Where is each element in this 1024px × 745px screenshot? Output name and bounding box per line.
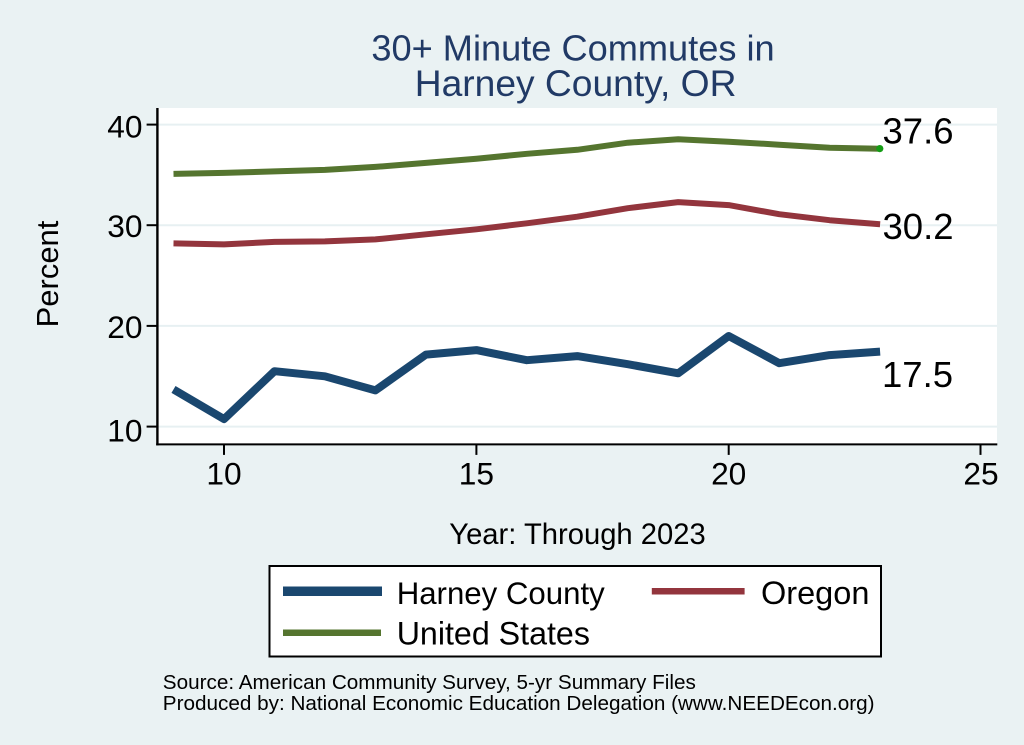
svg-text:37.6: 37.6 xyxy=(883,111,954,152)
svg-text:United States: United States xyxy=(397,616,590,652)
svg-text:Oregon: Oregon xyxy=(761,575,869,611)
svg-text:10: 10 xyxy=(206,455,241,491)
svg-text:10: 10 xyxy=(107,412,142,448)
svg-text:Harney County, OR: Harney County, OR xyxy=(415,62,737,104)
svg-text:Harney County: Harney County xyxy=(397,576,605,611)
svg-text:20: 20 xyxy=(107,309,142,345)
svg-text:30+ Minute Commutes in: 30+ Minute Commutes in xyxy=(371,27,774,68)
svg-text:17.5: 17.5 xyxy=(882,354,953,395)
svg-text:Percent: Percent xyxy=(30,220,65,327)
svg-text:Year: Through 2023: Year: Through 2023 xyxy=(449,519,705,551)
svg-text:20: 20 xyxy=(711,455,746,491)
svg-text:30: 30 xyxy=(107,208,142,244)
svg-text:40: 40 xyxy=(107,108,142,144)
svg-text:15: 15 xyxy=(459,455,494,491)
svg-text:25: 25 xyxy=(963,455,998,491)
svg-text:Produced by: National Economic: Produced by: National Economic Education… xyxy=(163,692,875,715)
svg-text:Source: American Community Sur: Source: American Community Survey, 5-yr … xyxy=(163,671,696,694)
svg-text:30.2: 30.2 xyxy=(883,206,954,247)
